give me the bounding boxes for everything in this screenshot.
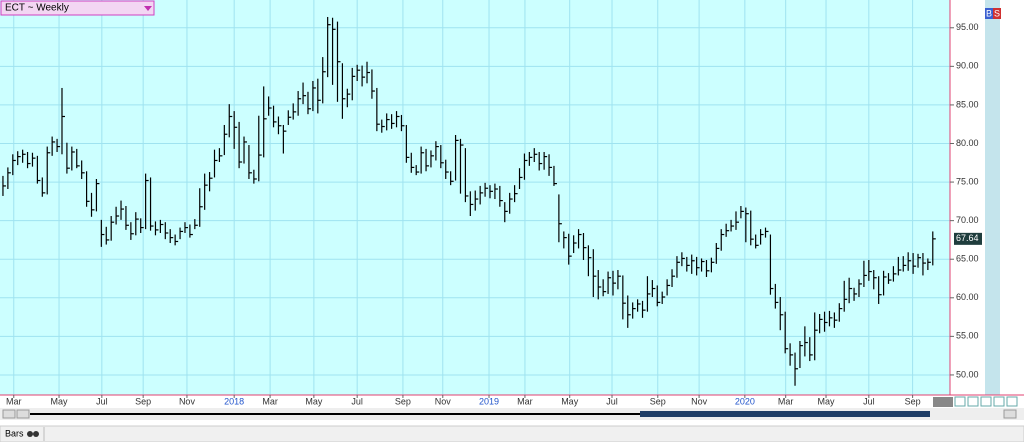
y-tick-label: 85.00 <box>956 99 979 109</box>
last-price-box <box>954 232 982 245</box>
scroll-step[interactable] <box>16 409 30 419</box>
symbol-label: ECT ~ Weekly <box>5 3 69 14</box>
buy-label: B <box>986 8 992 18</box>
y-tick-label: 65.00 <box>956 254 979 264</box>
x-tick-label: 2020 <box>735 396 755 406</box>
sell-label: S <box>994 8 1000 18</box>
y-tick-label: 80.00 <box>956 138 979 148</box>
y-tick-label: 95.00 <box>956 22 979 32</box>
x-tick-label: May <box>561 396 579 406</box>
symbol-box[interactable] <box>0 0 155 16</box>
y-tick-label: 90.00 <box>956 61 979 71</box>
zoom-button[interactable] <box>993 396 1005 407</box>
zoom-button[interactable] <box>980 396 992 407</box>
x-tick-label: Sep <box>650 396 666 406</box>
scroll-right[interactable] <box>1003 409 1017 419</box>
toolbar-icon[interactable] <box>27 431 33 437</box>
buy-button[interactable] <box>985 8 993 19</box>
x-tick-label: Nov <box>179 396 196 406</box>
scroll-thumb[interactable] <box>640 411 930 417</box>
y-tick-label: 55.00 <box>956 331 979 341</box>
toolbar <box>0 425 1024 442</box>
y-tick-label: 70.00 <box>956 215 979 225</box>
x-tick-label: Mar <box>262 396 278 406</box>
x-tick-label: 2019 <box>479 396 499 406</box>
x-tick-label: Jul <box>351 396 363 406</box>
x-tick-label: May <box>305 396 323 406</box>
x-tick-label: Jul <box>96 396 108 406</box>
sell-button[interactable] <box>993 8 1001 19</box>
x-tick-label: Mar <box>6 396 22 406</box>
x-tick-label: 2018 <box>224 396 244 406</box>
y-tick-label: 75.00 <box>956 176 979 186</box>
side-strip <box>985 0 1000 395</box>
bars <box>2 16 936 386</box>
x-tick-label: May <box>818 396 836 406</box>
zoom-buttons <box>954 396 1018 419</box>
scroll-left[interactable] <box>2 409 16 419</box>
dropdown-arrow[interactable] <box>144 6 152 11</box>
x-tick-label: Sep <box>905 396 921 406</box>
x-tick-label: Mar <box>517 396 533 406</box>
x-tick-label: Jul <box>606 396 618 406</box>
grid <box>0 0 950 395</box>
axes: 50.00 55.00 60.00 65.00 70.00 75.00 80.00 85.00… <box>6 22 982 406</box>
toolbar-label: Bars <box>5 428 24 438</box>
zoom-button[interactable] <box>967 396 979 407</box>
y-tick-label: 50.00 <box>956 369 979 379</box>
y-tick-label: 60.00 <box>956 292 979 302</box>
last-price-label: 67.64 <box>956 233 979 243</box>
zoom-button[interactable] <box>954 396 966 407</box>
x-tick-label: May <box>51 396 69 406</box>
zoom-button[interactable] <box>1006 396 1018 407</box>
x-tick-label: Jul <box>863 396 875 406</box>
x-tick-label: Sep <box>395 396 411 406</box>
toolbar-icon[interactable] <box>33 431 39 437</box>
x-tick-label: Nov <box>691 396 708 406</box>
x-tick-label: Sep <box>135 396 151 406</box>
x-tick-label: Nov <box>435 396 452 406</box>
x-tick-label: Mar <box>778 396 794 406</box>
corner-box <box>933 397 953 407</box>
